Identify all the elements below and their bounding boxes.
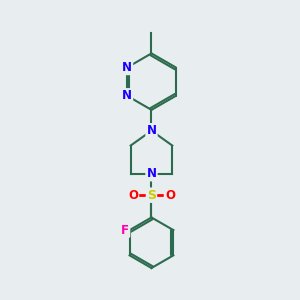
Text: N: N <box>122 89 132 102</box>
Text: O: O <box>165 189 175 202</box>
Text: F: F <box>121 224 129 237</box>
Text: S: S <box>147 189 156 202</box>
Text: N: N <box>122 61 132 74</box>
Text: N: N <box>146 167 157 180</box>
Text: O: O <box>128 189 138 202</box>
Text: N: N <box>146 124 157 137</box>
